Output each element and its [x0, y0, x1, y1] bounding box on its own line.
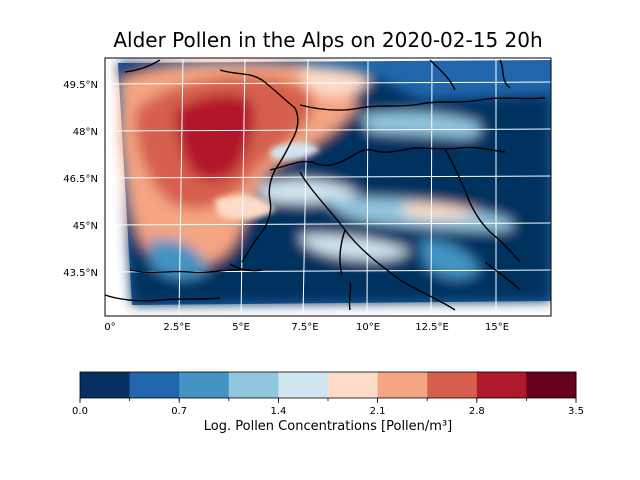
map-frame: [104, 57, 552, 317]
colorbar-tick-label: 2.8: [469, 406, 485, 417]
colorbar-swatch: [328, 372, 379, 398]
lon-tick-label: 2.5°E: [163, 322, 190, 333]
colorbar-swatch: [278, 372, 329, 398]
lon-tick-label: 10°E: [356, 322, 380, 333]
colorbar-swatch: [476, 372, 527, 398]
colorbar-tick-label: 0.7: [171, 406, 187, 417]
colorbar-swatch: [228, 372, 279, 398]
colorbar-tick-label: 2.1: [370, 406, 386, 417]
lat-tick-label: 49.5°N: [63, 80, 98, 91]
colorbar-swatch: [179, 372, 230, 398]
lat-tick-label: 43.5°N: [63, 268, 98, 279]
lon-tick-label: 0°: [104, 322, 115, 333]
colorbar-swatch: [80, 372, 131, 398]
lat-labels: 49.5°N 48°N 46.5°N 45°N 43.5°N: [63, 80, 98, 279]
borders: [105, 59, 546, 311]
chart-title: Alder Pollen in the Alps on 2020-02-15 2…: [113, 28, 543, 52]
colorbar-swatch: [129, 372, 180, 398]
colorbar-tick-label: 1.4: [270, 406, 286, 417]
lon-tick-label: 12.5°E: [415, 322, 449, 333]
lon-tick-label: 5°E: [232, 322, 250, 333]
lon-labels: 0° 2.5°E 5°E 7.5°E 10°E 12.5°E 15°E: [104, 322, 509, 333]
colorbar-swatch: [377, 372, 428, 398]
colorbar-swatch: [526, 372, 577, 398]
pollen-field: [118, 60, 551, 305]
map-area: [105, 58, 551, 316]
colorbar: 0.0 0.7 1.4 2.1 2.8 3.5: [72, 371, 584, 417]
colorbar-tick-label: 3.5: [568, 406, 584, 417]
colorbar-label: Log. Pollen Concentrations [Pollen/m³]: [203, 419, 453, 434]
lon-tick-label: 15°E: [485, 322, 509, 333]
colorbar-swatch: [427, 372, 478, 398]
lon-tick-label: 7.5°E: [291, 322, 318, 333]
lat-tick-label: 48°N: [73, 127, 98, 138]
lat-tick-label: 45°N: [73, 221, 98, 232]
colorbar-tick-label: 0.0: [72, 406, 88, 417]
lat-tick-label: 46.5°N: [63, 174, 98, 185]
